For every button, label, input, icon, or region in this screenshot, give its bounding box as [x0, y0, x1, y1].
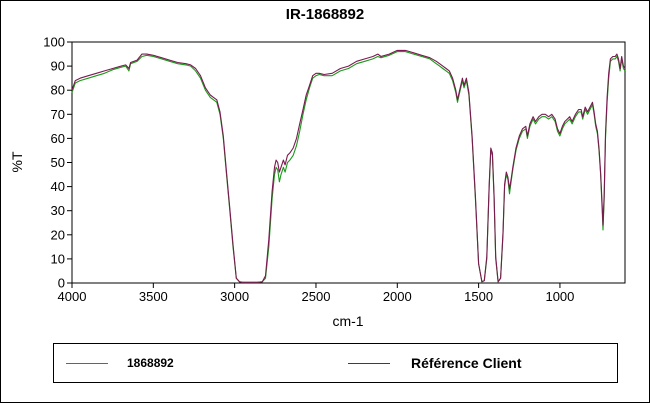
y-tick-label: 60 [51, 131, 65, 146]
series-line-0 [71, 51, 626, 283]
x-tick-label: 3000 [220, 289, 249, 304]
legend-swatch-reference-client [348, 362, 390, 364]
x-tick-label: 2000 [383, 289, 412, 304]
y-tick-label: 100 [43, 35, 65, 50]
x-tick-label: 3500 [139, 289, 168, 304]
y-tick-label: 10 [51, 251, 65, 266]
legend-label-1868892: 1868892 [127, 356, 174, 370]
y-tick-label: 80 [51, 83, 65, 98]
x-axis-title: cm-1 [332, 313, 363, 329]
y-tick-label: 40 [51, 179, 65, 194]
plot-area [71, 41, 626, 284]
legend-swatch-1868892 [66, 362, 108, 364]
legend-item-1868892: 1868892 [66, 344, 174, 382]
series-lines [71, 49, 626, 283]
y-tick-label: 70 [51, 107, 65, 122]
chart-title: IR-1868892 [285, 6, 365, 23]
x-tick-label: 4000 [58, 289, 87, 304]
x-tick-label: 2500 [302, 289, 331, 304]
y-tick-label: 20 [51, 227, 65, 242]
x-axis-ticks: 4000 3500 3000 2500 2000 1500 1000 [58, 283, 574, 304]
y-tick-label: 0 [58, 276, 65, 291]
y-tick-label: 30 [51, 203, 65, 218]
legend-label-reference-client: Référence Client [411, 355, 522, 371]
y-axis-ticks: 0 10 20 30 40 50 60 70 80 90 100 [43, 35, 72, 291]
y-axis-title: %T [9, 151, 25, 172]
y-tick-label: 50 [51, 155, 65, 170]
x-tick-label: 1500 [464, 289, 493, 304]
legend-item-reference-client: Référence Client [348, 344, 521, 382]
legend: 1868892 Référence Client [53, 343, 618, 383]
y-tick-label: 90 [51, 59, 65, 74]
series-line-1 [71, 49, 626, 283]
x-tick-label: 1000 [545, 289, 574, 304]
